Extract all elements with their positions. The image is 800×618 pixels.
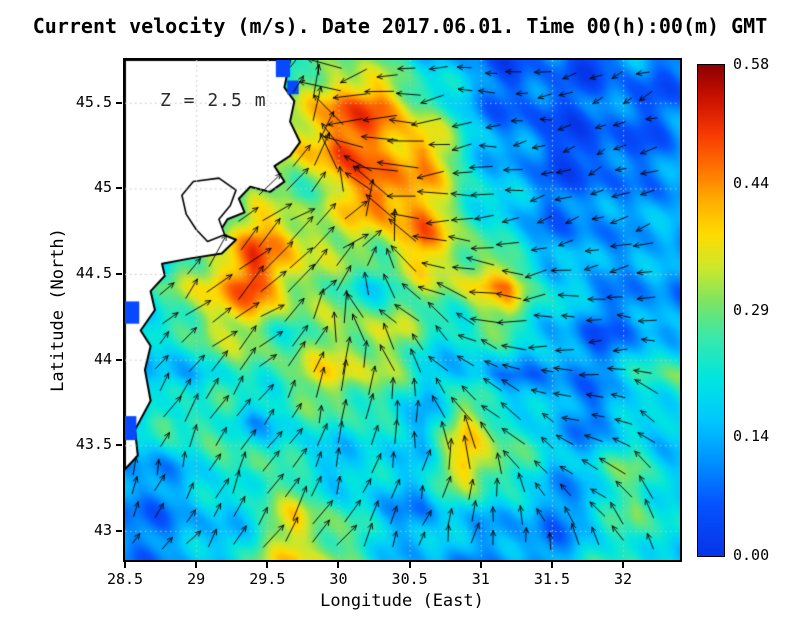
colorbar-tick-label: 0.14 xyxy=(733,427,770,446)
velocity-map-canvas xyxy=(125,60,680,560)
y-tick-label: 45.5 xyxy=(75,92,112,111)
colorbar-gradient xyxy=(698,65,724,556)
colorbar-tick-label: 0.29 xyxy=(733,300,770,319)
colorbar xyxy=(697,64,725,557)
y-tick xyxy=(116,529,122,532)
y-tick-label: 43 xyxy=(93,520,112,539)
x-tick xyxy=(124,562,126,568)
x-tick-label: 30.5 xyxy=(391,570,428,588)
y-tick xyxy=(116,101,122,104)
x-tick xyxy=(622,562,625,568)
x-tick-label: 31.5 xyxy=(533,570,570,588)
y-tick-label: 44.5 xyxy=(75,264,112,283)
y-tick-label: 43.5 xyxy=(75,435,112,454)
plot-area xyxy=(123,58,682,562)
x-tick-label: 28.5 xyxy=(106,570,144,588)
x-tick-label: 32 xyxy=(614,570,633,588)
x-tick xyxy=(195,562,198,568)
y-tick-label: 44 xyxy=(93,349,112,368)
x-tick xyxy=(266,562,269,568)
y-tick xyxy=(116,187,122,190)
x-tick xyxy=(408,562,411,568)
x-tick-label: 29 xyxy=(187,570,206,588)
x-tick xyxy=(337,562,340,568)
y-tick xyxy=(116,444,122,447)
colorbar-tick-label: 0.00 xyxy=(733,546,770,564)
x-tick-label: 31 xyxy=(471,570,490,588)
x-tick xyxy=(479,562,482,568)
chart-title: Current velocity (m/s). Date 2017.06.01.… xyxy=(32,14,768,38)
depth-annotation: Z = 2.5 m xyxy=(160,90,267,111)
x-tick-label: 30 xyxy=(329,570,348,588)
x-tick xyxy=(550,562,553,568)
y-tick xyxy=(116,358,122,361)
x-axis-label: Longitude (East) xyxy=(320,591,484,611)
colorbar-tick-label: 0.44 xyxy=(733,173,770,192)
x-tick-label: 29.5 xyxy=(249,570,286,588)
y-tick-label: 45 xyxy=(93,178,112,197)
y-axis-label: Latitude (North) xyxy=(48,228,68,392)
y-tick xyxy=(116,273,122,276)
colorbar-tick-label: 0.58 xyxy=(733,55,770,73)
